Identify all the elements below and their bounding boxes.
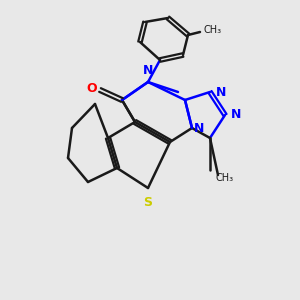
Text: N: N: [231, 109, 242, 122]
Text: CH₃: CH₃: [204, 25, 222, 35]
Text: N: N: [216, 85, 226, 98]
Text: S: S: [143, 196, 152, 209]
Text: N: N: [194, 122, 204, 134]
Text: N: N: [143, 64, 153, 77]
Text: CH₃: CH₃: [215, 173, 233, 183]
Text: O: O: [87, 82, 97, 94]
